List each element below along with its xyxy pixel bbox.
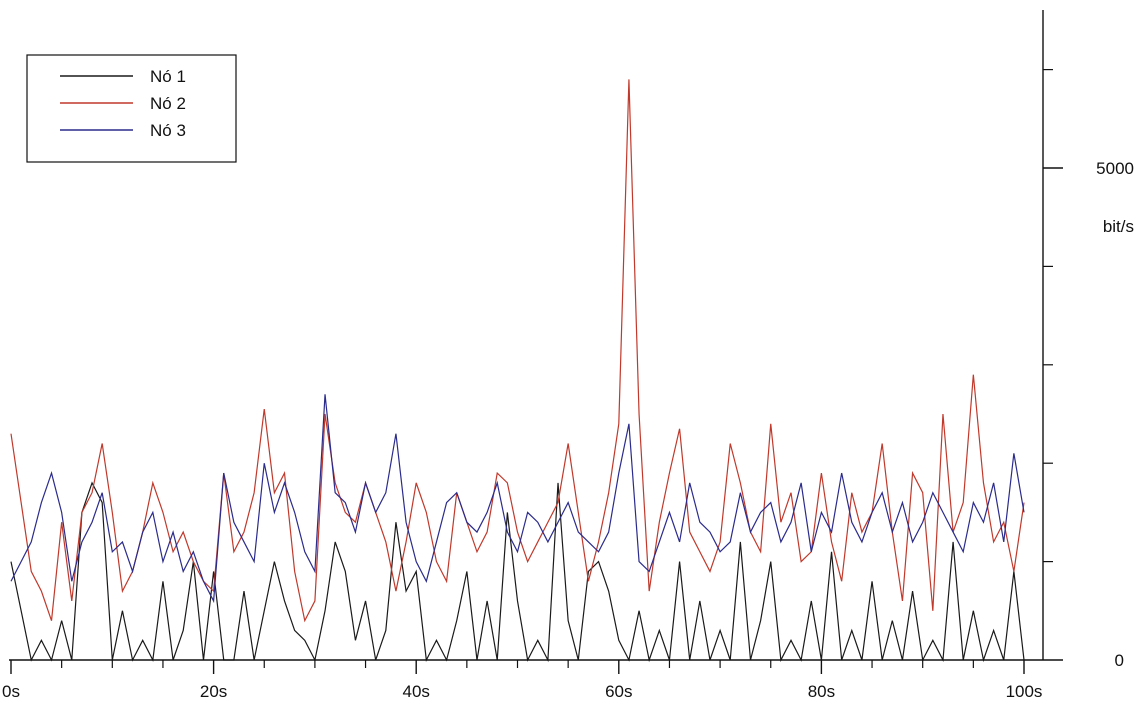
legend: Nó 1 Nó 2 Nó 3	[26, 54, 237, 163]
series-line-3	[10, 394, 1025, 604]
x-tick-label-1: 20s	[200, 682, 227, 701]
series-line-1	[10, 481, 1025, 663]
x-tick-label-5: 100s	[1006, 682, 1043, 701]
y-axis-label: bit/s	[1103, 217, 1134, 236]
series-line-2	[10, 79, 1025, 623]
x-tick-label-2: 40s	[402, 682, 429, 701]
x-tick-label-3: 60s	[605, 682, 632, 701]
legend-label-3: Nó 3	[150, 121, 186, 140]
y-tick-label-0: 0	[1115, 651, 1124, 670]
legend-label-2: Nó 2	[150, 94, 186, 113]
x-tick-label-0: 0s	[2, 682, 20, 701]
legend-box	[26, 54, 237, 163]
legend-label-1: Nó 1	[150, 67, 186, 86]
y-tick-label-1: 5000	[1096, 159, 1134, 178]
x-tick-label-4: 80s	[808, 682, 835, 701]
